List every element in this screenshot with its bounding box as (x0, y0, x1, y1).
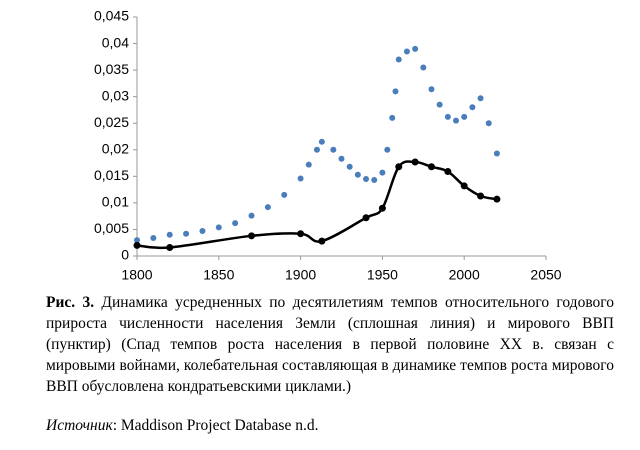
y-tick-label: 0,035 (94, 61, 129, 77)
y-tick-label: 0,015 (94, 167, 129, 183)
y-tick-label: 0,02 (102, 140, 129, 156)
point (183, 230, 190, 237)
y-tick-label: 0,045 (94, 8, 129, 24)
point (379, 169, 386, 176)
source: Источник: Maddison Project Database n.d. (46, 417, 614, 435)
point (281, 191, 288, 198)
point (215, 224, 222, 231)
point (444, 168, 452, 176)
point (460, 182, 468, 190)
point (354, 171, 361, 178)
point (493, 195, 501, 203)
x-tick-label: 2050 (530, 267, 561, 283)
point (166, 244, 174, 252)
point (485, 120, 492, 127)
y-tick-label: 0 (121, 247, 129, 263)
point (297, 175, 304, 182)
point (395, 163, 403, 171)
point (199, 228, 206, 235)
chart: 0 0,005 0,01 0,015 0,02 0,025 0,03 0,035 0,04 0,0… (94, 8, 562, 283)
point (403, 48, 410, 55)
point (428, 86, 435, 93)
y-tick-label: 0,025 (94, 114, 129, 130)
point (469, 104, 476, 111)
x-tick-label: 1800 (121, 267, 152, 283)
point (134, 237, 140, 244)
y-tick-label: 0,03 (102, 87, 129, 103)
point (346, 163, 353, 170)
point (330, 146, 337, 153)
caption-text: Динамика усредненных по десятилетиям тем… (46, 294, 615, 395)
y-tick-label: 0,04 (102, 34, 129, 50)
x-tick-label: 1850 (203, 267, 234, 283)
point (412, 45, 419, 52)
point (248, 212, 255, 219)
point (133, 241, 141, 249)
point (305, 161, 312, 168)
point (232, 220, 239, 227)
x-tick-label: 1900 (285, 267, 316, 283)
line (136, 160, 498, 250)
point (297, 230, 305, 238)
point (461, 113, 468, 120)
point (477, 95, 484, 102)
point (436, 101, 443, 108)
point (477, 192, 485, 200)
point (313, 146, 320, 153)
point (338, 155, 345, 162)
y-tick-label: 0,005 (94, 220, 129, 236)
point (384, 146, 391, 153)
point (150, 234, 157, 241)
point (318, 237, 326, 245)
point (248, 232, 256, 240)
point (411, 158, 419, 166)
point (318, 138, 325, 145)
point (378, 204, 386, 212)
point (166, 231, 173, 238)
point (453, 117, 460, 124)
x-tick-label: 1950 (367, 267, 398, 283)
source-text: : Maddison Project Database n.d. (112, 417, 319, 434)
point (363, 175, 370, 182)
point (362, 214, 370, 222)
x-tick-label: 2000 (449, 267, 480, 283)
point (395, 56, 402, 63)
point (389, 114, 396, 121)
caption-label: Рис. 3. (46, 294, 95, 311)
point (371, 177, 378, 184)
point (264, 204, 271, 211)
point (392, 88, 399, 95)
point (420, 64, 427, 71)
point (427, 163, 435, 171)
y-tick-label: 0,01 (102, 194, 129, 210)
source-label: Источник (46, 417, 113, 434)
point (444, 113, 451, 120)
caption: Рис. 3. Динамика усредненных по десятиле… (46, 292, 614, 397)
point (493, 150, 500, 157)
